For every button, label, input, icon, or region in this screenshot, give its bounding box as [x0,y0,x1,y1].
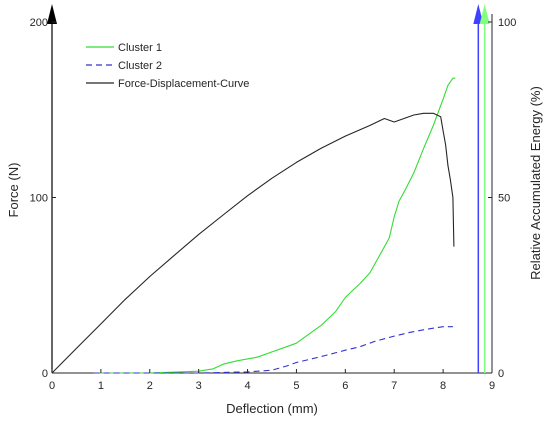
cluster-1-axis-arrow [479,4,490,24]
y-tick-label: 100 [30,193,48,205]
legend: Cluster 1 Cluster 2 Force-Displacement-C… [86,42,249,90]
x-tick-label: 5 [293,380,299,392]
x-tick-label: 8 [440,380,446,392]
y2-tick-label: 0 [498,368,504,380]
series-line-cluster-1 [93,77,456,374]
plot-area [47,4,493,374]
cluster-2-axis-arrow [473,4,484,24]
y2-tick-label: 50 [498,193,510,205]
energy-axis-markers [473,4,490,373]
x-axis-title: Deflection (mm) [226,401,318,416]
y2-tick-label: 100 [498,17,516,29]
legend-label-cluster-2: Cluster 2 [118,60,162,72]
x-tick-label: 4 [244,380,250,392]
x-tick-label: 9 [489,380,495,392]
legend-label-cluster-1: Cluster 1 [118,42,162,54]
x-tick-label: 7 [391,380,397,392]
series-line-cluster-2 [93,326,453,374]
x-tick-label: 2 [147,380,153,392]
legend-label-force-displacement: Force-Displacement-Curve [118,78,249,90]
y-tick-label: 200 [30,17,48,29]
y2-axis-title: Relative Accumulated Energy (%) [528,86,543,280]
x-tick-label: 3 [196,380,202,392]
x-tick-label: 0 [49,380,55,392]
x-tick-label: 6 [342,380,348,392]
series-line-force-displacement-curve [51,112,455,374]
y-tick-label: 0 [42,368,48,380]
x-tick-label: 1 [98,380,104,392]
series-layer [51,77,456,374]
y-axis-arrow [47,4,57,24]
y-axis-title: Force (N) [6,163,21,218]
